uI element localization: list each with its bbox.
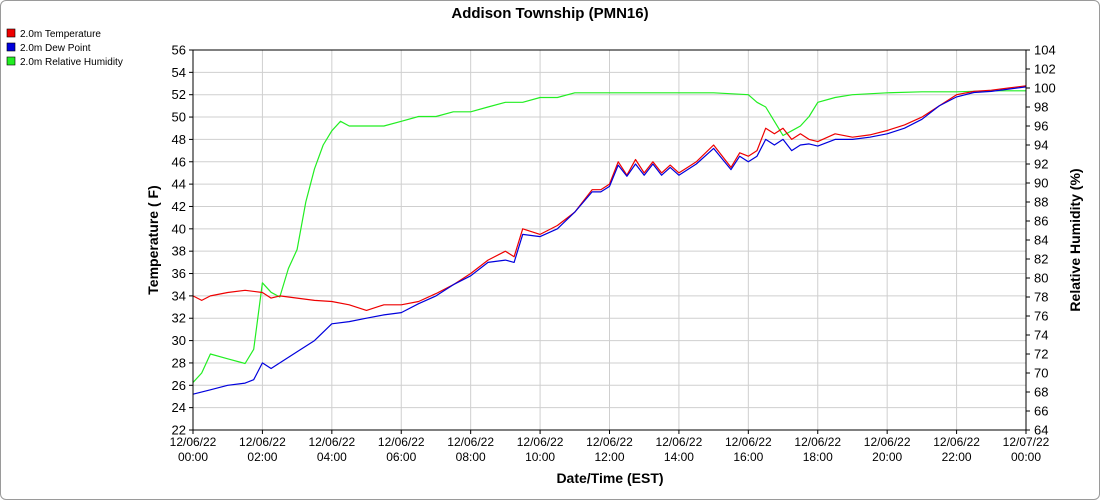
x-tick-time: 04:00 [317, 450, 347, 464]
legend-swatch-relative-humidity [6, 56, 16, 66]
legend-swatch-dew-point [6, 42, 16, 52]
y2-tick-label: 102 [1034, 62, 1056, 77]
x-tick-time: 06:00 [386, 450, 416, 464]
y2-tick-label: 78 [1034, 290, 1048, 305]
legend-label-temperature: 2.0m Temperature [20, 29, 101, 40]
y-axis-title: Temperature ( F) [145, 185, 161, 294]
y-tick-label: 32 [172, 311, 186, 326]
y2-axis-title: Relative Humidity (%) [1067, 168, 1083, 311]
y-tick-label: 46 [172, 154, 186, 169]
y2-tick-label: 90 [1034, 176, 1048, 191]
x-tick-time: 14:00 [664, 450, 694, 464]
x-tick-time: 12:00 [594, 450, 624, 464]
legend-item-dew-point: 2.0m Dew Point [6, 42, 91, 54]
x-tick-time: 20:00 [872, 450, 902, 464]
x-tick-time: 16:00 [733, 450, 763, 464]
y2-tick-label: 86 [1034, 214, 1048, 229]
y-tick-label: 36 [172, 266, 186, 281]
legend-label-relative-humidity: 2.0m Relative Humidity [20, 57, 123, 68]
y2-tick-label: 96 [1034, 119, 1048, 134]
y2-tick-label: 82 [1034, 252, 1048, 267]
x-tick-date: 12/06/22 [933, 435, 980, 449]
y-tick-label: 26 [172, 378, 186, 393]
series-layer [192, 85, 1027, 395]
y2-tick-label: 104 [1034, 43, 1056, 58]
y-tick-label: 34 [172, 288, 186, 303]
x-axis-ticks: 12/06/2200:0012/06/2202:0012/06/2204:001… [170, 430, 1050, 464]
y-tick-label: 22 [172, 423, 186, 438]
y2-tick-label: 74 [1034, 328, 1048, 343]
chart-title: Addison Township (PMN16) [451, 5, 648, 22]
x-tick-date: 12/06/22 [794, 435, 841, 449]
y2-tick-label: 94 [1034, 138, 1048, 153]
x-tick-date: 12/06/22 [447, 435, 494, 449]
grid [192, 49, 1027, 431]
x-tick-time: 18:00 [803, 450, 833, 464]
y2-tick-label: 100 [1034, 81, 1056, 96]
legend: 2.0m Temperature 2.0m Dew Point 2.0m Rel… [6, 28, 123, 68]
x-tick-time: 02:00 [247, 450, 277, 464]
x-axis-title: Date/Time (EST) [556, 470, 663, 486]
y-tick-label: 42 [172, 199, 186, 214]
x-tick-date: 12/06/22 [170, 435, 217, 449]
x-tick-date: 12/06/22 [656, 435, 703, 449]
x-tick-date: 12/06/22 [378, 435, 425, 449]
y-tick-label: 52 [172, 87, 186, 102]
y-axis-ticks: 22 24 26 28 30 32 34 36 38 40 42 44 46 48 50 52 54 56 [172, 43, 193, 438]
x-tick-date: 12/06/22 [864, 435, 911, 449]
y-tick-label: 50 [172, 110, 186, 125]
legend-item-temperature: 2.0m Temperature [6, 28, 101, 40]
y-tick-label: 56 [172, 43, 186, 58]
series-line-relative-humidity [192, 90, 1026, 383]
x-tick-time: 10:00 [525, 450, 555, 464]
y2-tick-label: 66 [1034, 404, 1048, 419]
x-tick-date: 12/07/22 [1003, 435, 1050, 449]
x-tick-time: 00:00 [178, 450, 208, 464]
y2-tick-label: 80 [1034, 271, 1048, 286]
x-tick-time: 00:00 [1011, 450, 1041, 464]
y-tick-label: 30 [172, 333, 186, 348]
y-tick-label: 28 [172, 355, 186, 370]
x-tick-date: 12/06/22 [725, 435, 772, 449]
y2-tick-label: 72 [1034, 347, 1048, 362]
y2-tick-label: 68 [1034, 385, 1048, 400]
y-tick-label: 54 [172, 65, 186, 80]
y2-tick-label: 88 [1034, 195, 1048, 210]
y2-tick-label: 92 [1034, 157, 1048, 172]
y-tick-label: 44 [172, 177, 186, 192]
x-tick-date: 12/06/22 [239, 435, 286, 449]
y-tick-label: 24 [172, 400, 186, 415]
legend-item-relative-humidity: 2.0m Relative Humidity [6, 56, 123, 68]
x-tick-date: 12/06/22 [586, 435, 633, 449]
y2-tick-label: 76 [1034, 309, 1048, 324]
legend-label-dew-point: 2.0m Dew Point [20, 43, 91, 54]
y2-tick-label: 84 [1034, 233, 1048, 248]
y-tick-label: 48 [172, 132, 186, 147]
y2-tick-label: 70 [1034, 366, 1048, 381]
y2-tick-label: 98 [1034, 100, 1048, 115]
y-tick-label: 40 [172, 221, 186, 236]
y-tick-label: 38 [172, 244, 186, 259]
series-line-temperature [192, 85, 1027, 311]
x-tick-time: 08:00 [456, 450, 486, 464]
x-tick-time: 22:00 [942, 450, 972, 464]
x-tick-date: 12/06/22 [517, 435, 564, 449]
x-tick-date: 12/06/22 [308, 435, 355, 449]
series-line-dew-point [192, 86, 1027, 395]
y2-axis-ticks: 64 66 68 70 72 74 76 78 80 82 84 86 88 90 92 94 96 98 100 1… [1026, 43, 1056, 438]
y2-tick-label: 64 [1034, 423, 1048, 438]
legend-swatch-temperature [6, 28, 16, 38]
